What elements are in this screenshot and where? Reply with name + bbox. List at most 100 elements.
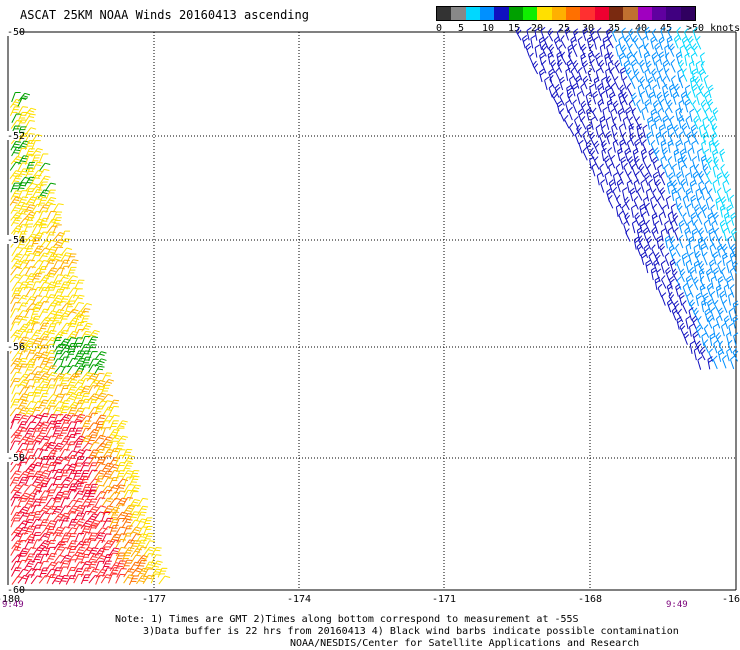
wind-barb: [640, 148, 647, 162]
wind-barb: [668, 275, 675, 290]
wind-barb: [722, 179, 728, 194]
wind-barb: [589, 44, 596, 58]
wind-barb: [686, 203, 692, 217]
wind-barb: [101, 393, 114, 403]
wind-barb: [11, 260, 23, 270]
wind-barb: [86, 372, 99, 382]
wind-barb: [67, 518, 78, 529]
wind-barb: [72, 370, 83, 381]
wind-barb: [24, 484, 37, 493]
wind-barb: [630, 204, 637, 218]
wind-barb: [587, 68, 593, 82]
wind-barb: [11, 253, 23, 263]
wind-barb: [65, 463, 78, 473]
wind-barb: [37, 344, 49, 355]
wind-barb: [11, 91, 21, 103]
wind-barb: [650, 35, 657, 50]
wind-barb: [704, 124, 710, 138]
wind-barb: [66, 253, 77, 264]
wind-barb: [46, 461, 57, 472]
wind-barb: [577, 67, 583, 81]
wind-barb: [582, 130, 588, 145]
wind-barb: [698, 68, 705, 82]
wind-barb: [11, 287, 22, 298]
wind-barb: [559, 108, 565, 122]
wind-barb: [53, 280, 63, 291]
wind-barb: [719, 290, 726, 305]
lat-label: -60: [7, 585, 25, 596]
wind-barb: [121, 518, 133, 529]
wind-barb: [672, 163, 678, 177]
wind-barb: [25, 273, 37, 283]
wind-barb: [73, 490, 85, 500]
wind-barb: [703, 339, 709, 353]
wind-barb: [31, 378, 42, 389]
wind-barb: [717, 348, 724, 362]
wind-barb: [79, 385, 91, 395]
wind-barb: [87, 434, 98, 445]
wind-barb: [65, 575, 77, 585]
wind-barb: [32, 286, 43, 297]
wind-barb: [673, 300, 680, 314]
wind-barb: [664, 235, 671, 249]
wind-barb: [52, 463, 62, 474]
wind-barb: [719, 219, 726, 234]
wind-barb: [590, 116, 596, 130]
wind-barb: [94, 405, 104, 416]
wind-barb: [627, 171, 634, 185]
wind-barb: [678, 115, 685, 129]
wind-barb: [128, 575, 139, 586]
wind-barb: [689, 108, 695, 122]
wind-barb: [39, 567, 49, 578]
wind-barb: [620, 99, 626, 114]
wind-barb: [665, 52, 671, 66]
legend-label: 40: [635, 23, 648, 34]
wind-barb: [59, 414, 72, 423]
wind-barb: [610, 66, 615, 81]
wind-barb: [80, 427, 91, 438]
wind-barb: [79, 398, 91, 409]
wind-barb: [700, 242, 707, 257]
wind-barb: [30, 322, 40, 333]
wind-barb: [617, 147, 623, 162]
wind-barb: [80, 378, 91, 388]
wind-barb: [674, 227, 679, 241]
wind-barb: [23, 211, 36, 220]
wind-barb: [699, 52, 705, 66]
wind-barb: [696, 35, 702, 50]
wind-barbs-east-swath: [515, 26, 739, 370]
wind-barb: [662, 59, 669, 74]
wind-barb: [88, 449, 99, 459]
wind-barb: [25, 463, 38, 473]
wind-barb: [38, 162, 51, 172]
wind-barb: [698, 83, 705, 97]
wind-barb: [38, 477, 50, 487]
wind-barb: [53, 377, 64, 388]
wind-barb: [599, 43, 606, 57]
wind-barb: [560, 35, 567, 49]
wind-barb: [10, 434, 23, 444]
wind-barb: [642, 124, 648, 139]
lat-label-bg: [6, 585, 19, 594]
wind-barb: [16, 539, 27, 550]
wind-barb: [654, 276, 661, 290]
wind-barb: [698, 170, 705, 185]
wind-barb: [586, 107, 592, 121]
wind-barb: [651, 68, 657, 82]
wind-barb: [122, 559, 133, 570]
wind-barb: [683, 331, 690, 345]
wind-barb: [80, 538, 91, 549]
wind-barb: [703, 74, 709, 89]
wind-barb: [696, 108, 702, 122]
lon-label: -16: [722, 594, 740, 605]
wind-barb: [18, 259, 30, 270]
wind-barb: [136, 559, 147, 570]
wind-barb: [646, 164, 653, 178]
wind-barb: [31, 329, 43, 339]
wind-barb: [685, 43, 692, 58]
legend-swatch: [680, 7, 695, 20]
legend-label: 0: [436, 23, 443, 34]
wind-barb: [66, 330, 79, 340]
wind-barb: [45, 526, 56, 536]
wind-barb: [522, 34, 528, 49]
